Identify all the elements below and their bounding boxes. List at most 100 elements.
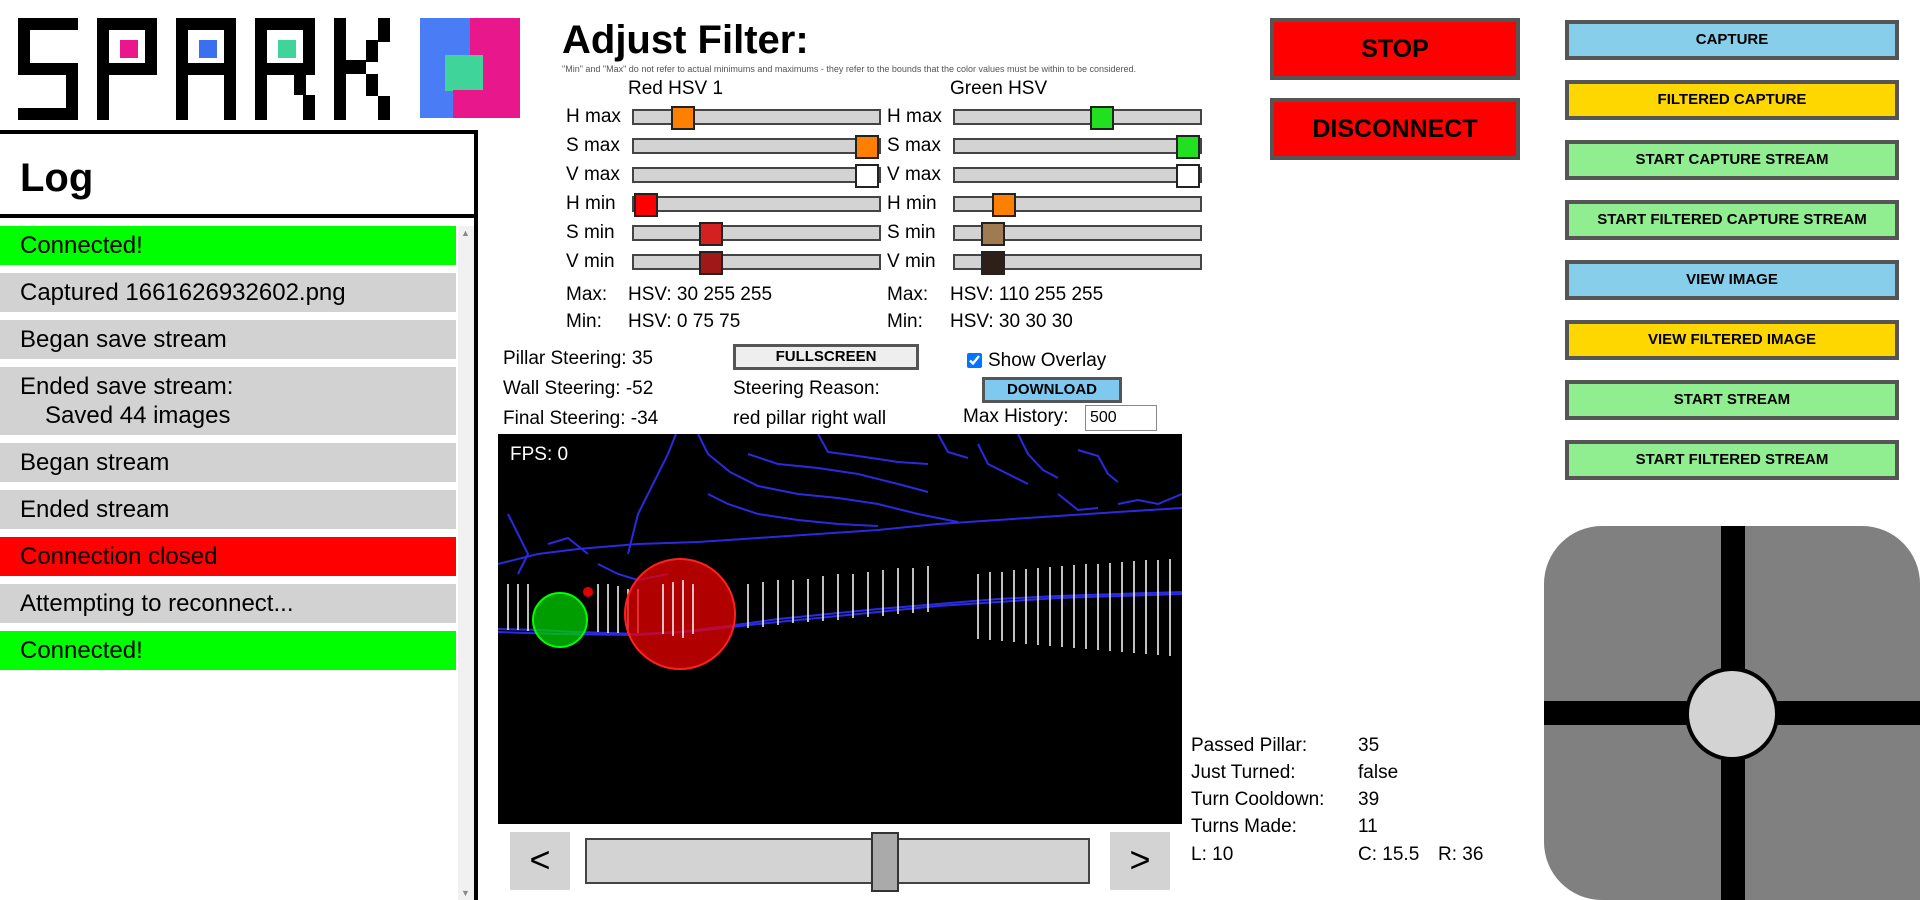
filter-title: Adjust Filter:	[562, 18, 809, 62]
green-hsv-slider[interactable]	[953, 193, 1202, 217]
green-slider-row: V max	[887, 164, 1207, 188]
red-pillar-marker-small	[583, 587, 593, 597]
camera-view: FPS: 0	[498, 434, 1182, 824]
max-history-input[interactable]	[1085, 405, 1157, 431]
red-hsv-slider[interactable]	[632, 222, 881, 246]
log-entry-text: Connection closed	[20, 543, 218, 570]
fps-counter: FPS: 0	[510, 444, 569, 465]
green-min-label: Min:	[887, 311, 923, 332]
green-hsv-slider[interactable]	[953, 135, 1202, 159]
log-scrollbar[interactable]: ▲ ▼	[458, 226, 474, 900]
turns-made-value: 11	[1358, 816, 1378, 837]
green-hsv-slider-thumb[interactable]	[991, 193, 1016, 217]
log-entry: Attempting to reconnect...	[0, 584, 456, 623]
group-label-red: Red HSV 1	[628, 78, 724, 99]
log-entry-text: Began stream	[20, 449, 170, 476]
green-hsv-slider-thumb[interactable]	[1090, 106, 1115, 130]
green-hsv-slider[interactable]	[953, 251, 1202, 275]
start-stream-button[interactable]: START STREAM	[1565, 380, 1899, 420]
scroll-down-icon[interactable]: ▼	[461, 888, 470, 898]
red-slider-label: V max	[566, 164, 620, 185]
log-entry: Connected!	[0, 631, 456, 670]
red-hsv-slider-thumb[interactable]	[855, 135, 879, 159]
red-slider-row: V max	[566, 164, 886, 188]
red-max-label: Max:	[566, 284, 608, 305]
show-overlay-checkbox[interactable]	[967, 353, 982, 368]
group-label-green: Green HSV	[950, 78, 1048, 99]
red-hsv-slider[interactable]	[632, 193, 881, 217]
view-image-button[interactable]: VIEW IMAGE	[1565, 260, 1899, 300]
green-slider-row: H max	[887, 106, 1207, 130]
stop-button[interactable]: STOP	[1270, 18, 1520, 80]
just-turned-label: Just Turned:	[1191, 762, 1296, 783]
red-hsv-slider-thumb[interactable]	[670, 106, 695, 130]
scroll-up-icon[interactable]: ▲	[461, 228, 470, 238]
turn-cooldown-label: Turn Cooldown:	[1191, 789, 1325, 810]
red-hsv-slider[interactable]	[632, 164, 881, 188]
steering-reason-label: Steering Reason:	[733, 378, 880, 399]
red-slider-row: H min	[566, 193, 886, 217]
green-slider-label: V max	[887, 164, 941, 185]
green-hsv-slider[interactable]	[953, 164, 1202, 188]
log-panel: Log Connected! Captured 1661626932602.png…	[0, 130, 478, 900]
red-hsv-slider-thumb[interactable]	[855, 164, 879, 188]
joystick-knob[interactable]	[1685, 667, 1779, 761]
edge-overlay	[498, 434, 1182, 670]
green-hsv-slider-thumb[interactable]	[981, 222, 1005, 246]
log-entry-text: Attempting to reconnect...	[20, 590, 294, 617]
final-steering: Final Steering: -34	[503, 408, 659, 429]
distance-right: R: 36	[1438, 844, 1484, 865]
history-slider-thumb[interactable]	[870, 832, 899, 892]
start-filtered-capture-stream-button[interactable]: START FILTERED CAPTURE STREAM	[1565, 200, 1899, 240]
spark-logo	[18, 18, 520, 120]
green-hsv-slider-thumb[interactable]	[981, 251, 1005, 275]
red-hsv-slider[interactable]	[632, 106, 881, 130]
history-prev-button[interactable]: <	[510, 832, 570, 890]
log-entry: Connection closed	[0, 537, 456, 576]
fullscreen-button[interactable]: FULLSCREEN	[733, 344, 919, 370]
history-slider[interactable]	[585, 832, 1090, 892]
green-hsv-slider[interactable]	[953, 222, 1202, 246]
start-filtered-stream-button[interactable]: START FILTERED STREAM	[1565, 440, 1899, 480]
start-capture-stream-button[interactable]: START CAPTURE STREAM	[1565, 140, 1899, 180]
capture-button[interactable]: CAPTURE	[1565, 20, 1899, 60]
green-hsv-slider[interactable]	[953, 106, 1202, 130]
filtered-capture-button[interactable]: FILTERED CAPTURE	[1565, 80, 1899, 120]
green-pillar-marker	[532, 592, 588, 648]
history-next-button[interactable]: >	[1110, 832, 1170, 890]
red-hsv-slider-thumb[interactable]	[699, 222, 723, 246]
steering-reason: red pillar right wall	[733, 408, 887, 429]
log-title: Log	[20, 156, 94, 200]
red-min-label: Min:	[566, 311, 602, 332]
green-slider-label: H max	[887, 106, 942, 127]
wall-steering: Wall Steering: -52	[503, 378, 654, 399]
green-hsv-slider-thumb[interactable]	[1176, 135, 1200, 159]
green-hsv-slider-thumb[interactable]	[1176, 164, 1200, 188]
show-overlay-toggle[interactable]: Show Overlay	[967, 350, 1106, 372]
log-divider	[0, 214, 474, 218]
green-slider-label: V min	[887, 251, 936, 272]
red-pillar-marker	[624, 558, 736, 670]
green-max-label: Max:	[887, 284, 929, 305]
red-slider-label: H max	[566, 106, 621, 127]
view-filtered-image-button[interactable]: VIEW FILTERED IMAGE	[1565, 320, 1899, 360]
disconnect-button[interactable]: DISCONNECT	[1270, 98, 1520, 160]
red-hsv-slider[interactable]	[632, 135, 881, 159]
download-button[interactable]: DOWNLOAD	[982, 377, 1122, 403]
green-slider-row: V min	[887, 251, 1207, 275]
log-entry: Ended save stream: Saved 44 images	[0, 367, 456, 435]
joystick[interactable]	[1544, 526, 1920, 900]
log-entry-detail: Saved 44 images	[45, 402, 231, 429]
green-slider-label: S min	[887, 222, 936, 243]
log-entry-text: Connected!	[20, 637, 143, 664]
red-slider-row: H max	[566, 106, 886, 130]
passed-pillar-label: Passed Pillar:	[1191, 735, 1308, 756]
red-slider-label: H min	[566, 193, 616, 214]
red-hsv-slider[interactable]	[632, 251, 881, 275]
red-hsv-slider-thumb[interactable]	[634, 193, 658, 217]
log-list[interactable]: Connected! Captured 1661626932602.png Bega…	[0, 226, 456, 678]
red-hsv-slider-thumb[interactable]	[699, 251, 723, 275]
red-max-value: HSV: 30 255 255	[628, 284, 773, 305]
turn-cooldown-value: 39	[1358, 789, 1380, 810]
log-entry-text: Began save stream	[20, 326, 227, 353]
